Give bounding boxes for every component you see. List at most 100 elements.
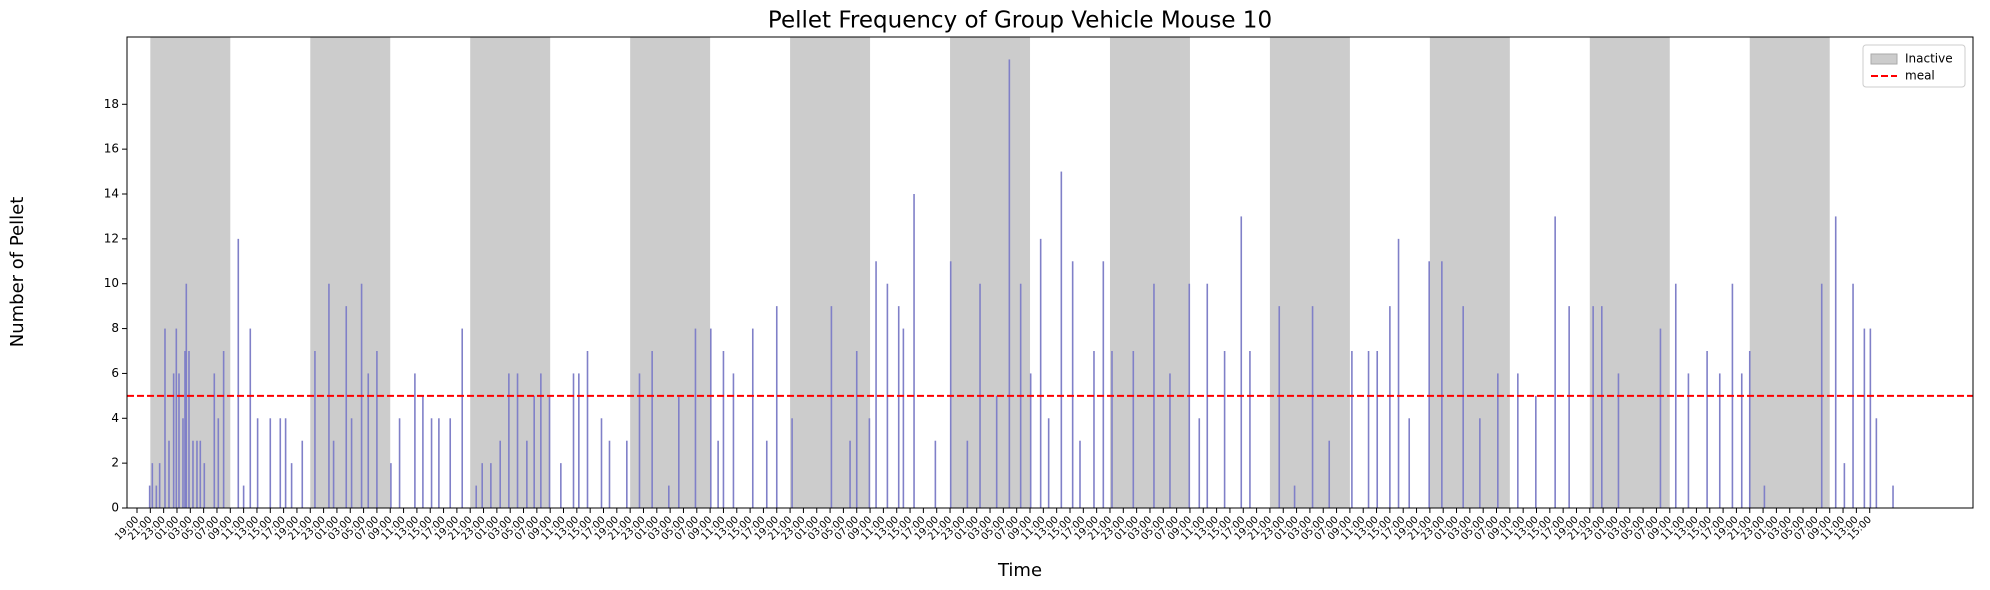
bar (638, 373, 641, 508)
bar (1389, 306, 1391, 508)
bar (192, 440, 194, 508)
bar (586, 351, 589, 508)
inactive-band (790, 37, 871, 508)
bar (1497, 373, 1499, 508)
bar (934, 440, 937, 508)
inactive-band (1429, 37, 1510, 508)
bar (1328, 440, 1331, 508)
bar (1535, 395, 1537, 508)
bar (722, 351, 725, 508)
bar (398, 418, 401, 508)
bar (1240, 216, 1243, 508)
bar (158, 463, 161, 508)
y-axis-label: Number of Pellet (7, 197, 28, 348)
bar (350, 418, 353, 508)
bar (414, 373, 416, 508)
bar (332, 440, 335, 508)
bar (868, 418, 871, 508)
bar (172, 373, 175, 508)
inactive-band (470, 37, 551, 508)
bar (600, 418, 603, 508)
bar (533, 395, 535, 508)
bar (1132, 351, 1135, 508)
bar (155, 485, 158, 508)
y-tick-label: 18 (104, 97, 119, 111)
bar (164, 328, 166, 508)
bar (516, 373, 519, 508)
bar (1479, 418, 1481, 508)
bar (578, 373, 580, 508)
bar (1441, 261, 1443, 508)
bar (548, 395, 551, 508)
bar (175, 328, 178, 508)
bar (301, 440, 304, 508)
bar (279, 418, 282, 508)
bar (475, 485, 478, 508)
bar (709, 328, 712, 508)
bar (1843, 463, 1846, 508)
bar (526, 440, 528, 508)
bar (217, 418, 220, 508)
bar (1748, 351, 1751, 508)
bar (237, 238, 240, 508)
y-tick-label: 6 (111, 366, 119, 380)
bar (1039, 238, 1042, 508)
bar (1223, 351, 1226, 508)
bar (290, 463, 293, 508)
bar (540, 373, 542, 508)
bar (376, 351, 378, 508)
bar (1278, 306, 1281, 508)
bar (1376, 351, 1379, 508)
inactive-band (630, 37, 711, 508)
bar (184, 351, 186, 508)
bar (1892, 485, 1894, 508)
bar (249, 328, 252, 508)
y-tick-label: 0 (111, 501, 119, 515)
bar (1367, 351, 1370, 508)
bar (830, 306, 833, 508)
bar (284, 418, 287, 508)
bar (449, 418, 452, 508)
bar (222, 351, 225, 508)
bar (717, 440, 719, 508)
bar (875, 261, 877, 508)
bar (1740, 373, 1743, 508)
bar (151, 463, 154, 508)
bar (1659, 328, 1662, 508)
bar (1351, 351, 1353, 508)
bar (902, 328, 905, 508)
bar (1102, 261, 1105, 508)
bar (1408, 418, 1411, 508)
bar (481, 463, 484, 508)
bar (1687, 373, 1690, 508)
inactive-band (1269, 37, 1350, 508)
bar (1198, 418, 1201, 508)
bar (1071, 261, 1074, 508)
legend-swatch (1870, 53, 1898, 65)
bar (390, 463, 392, 508)
bar (849, 440, 851, 508)
bar (1428, 261, 1430, 508)
bar (430, 418, 433, 508)
bar (1863, 328, 1866, 508)
bar (995, 395, 998, 508)
bar (269, 418, 272, 508)
bar (490, 463, 492, 508)
bar (1249, 351, 1251, 508)
bar (949, 261, 952, 508)
bar (1517, 373, 1519, 508)
y-tick-label: 8 (111, 321, 119, 335)
bar (1763, 485, 1766, 508)
bar (1592, 306, 1594, 508)
bar (168, 440, 170, 508)
bar (1601, 306, 1603, 508)
bar (694, 328, 697, 508)
legend-label: Inactive (1905, 52, 1953, 66)
bar (678, 395, 680, 508)
bar (199, 440, 202, 508)
bar (1554, 216, 1556, 508)
bar (791, 418, 793, 508)
y-tick-label: 4 (111, 411, 119, 425)
plot-frame (126, 36, 1974, 509)
